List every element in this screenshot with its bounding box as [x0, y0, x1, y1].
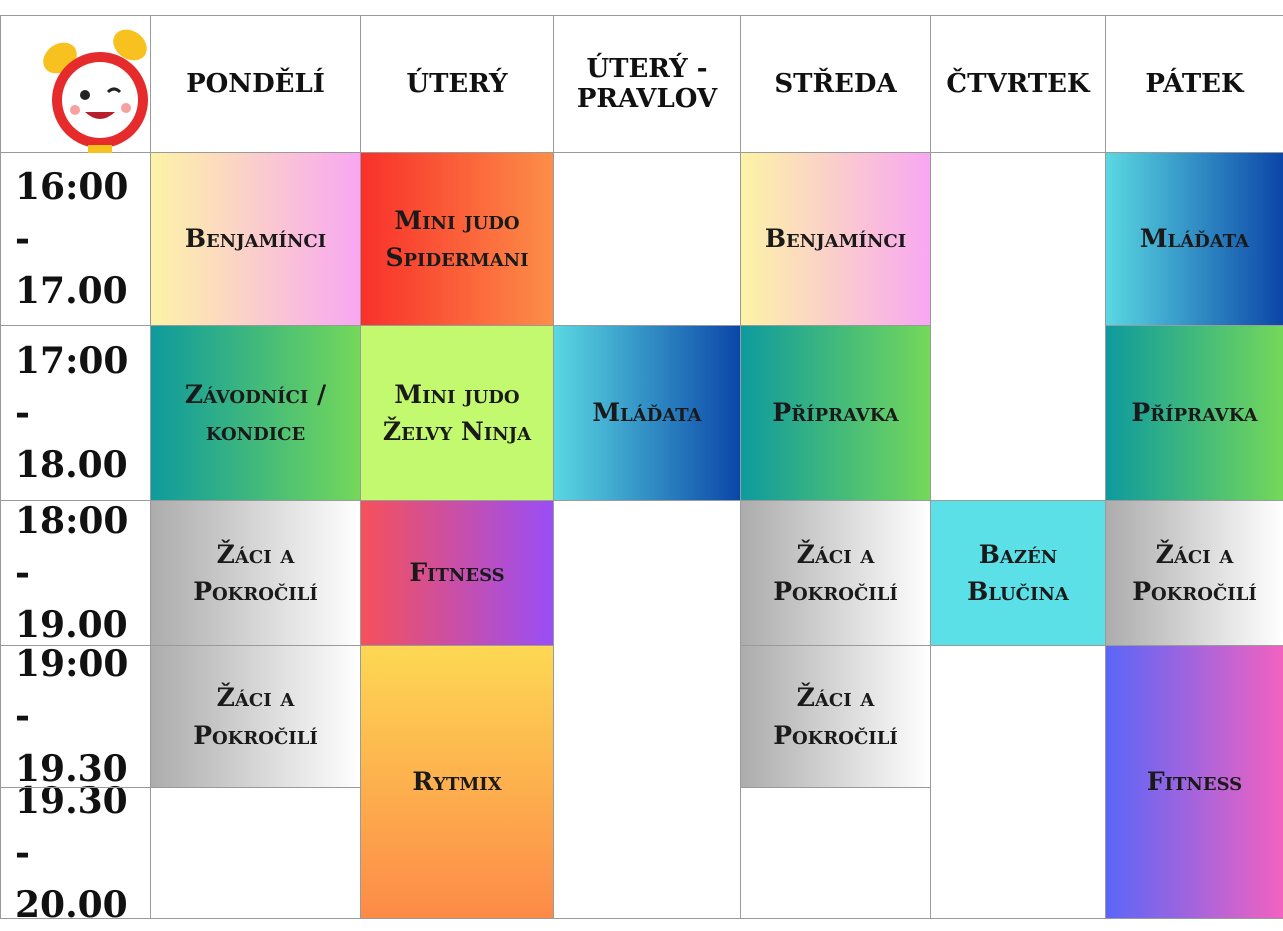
empty-slot: [553, 500, 741, 919]
lesson: Mláďata: [1105, 152, 1283, 326]
time-slot: 19.30 - 20.00: [0, 780, 151, 926]
empty-slot: [150, 787, 361, 919]
lesson: Mini judo Želvy Ninja: [360, 325, 554, 501]
day-header: ÚTERÝ - PRAVLOV: [553, 15, 741, 153]
lesson: Žáci a Pokročilí: [150, 500, 361, 646]
time-slot: 18:00 - 19.00: [0, 500, 151, 646]
day-header: ÚTERÝ: [360, 15, 554, 153]
lesson: Přípravka: [1105, 325, 1283, 501]
alarm-clock-icon: [43, 29, 148, 153]
lesson: Mláďata: [553, 325, 741, 501]
lesson: Přípravka: [740, 325, 931, 501]
time-slot: 19:00 - 19.30: [0, 643, 151, 790]
day-header: STŘEDA: [740, 15, 931, 153]
time-slot: 17:00 - 18.00: [0, 325, 151, 501]
empty-slot: [930, 645, 1106, 919]
lesson: Závodníci / kondice: [150, 325, 361, 501]
lesson: Bazén Blučina: [930, 500, 1106, 646]
lesson: Fitness: [1105, 645, 1283, 919]
day-header: PONDĚLÍ: [150, 15, 361, 153]
lesson: Rytmix: [360, 645, 554, 919]
lesson: Žáci a Pokročilí: [740, 500, 931, 646]
lesson: Žáci a Pokročilí: [150, 645, 361, 788]
empty-slot: [930, 152, 1106, 501]
day-header: PÁTEK: [1105, 15, 1283, 153]
empty-slot: [740, 787, 931, 919]
lesson: Mini judo Spidermani: [360, 152, 554, 326]
day-header: ČTVRTEK: [930, 15, 1106, 153]
time-slot: 16:00 - 17.00: [0, 152, 151, 326]
lesson: Fitness: [360, 500, 554, 646]
empty-slot: [553, 152, 741, 326]
lesson: Benjamínci: [740, 152, 931, 326]
lesson: Benjamínci: [150, 152, 361, 326]
lesson: Žáci a Pokročilí: [1105, 500, 1283, 646]
lesson: Žáci a Pokročilí: [740, 645, 931, 788]
corner-cell: [0, 15, 151, 153]
